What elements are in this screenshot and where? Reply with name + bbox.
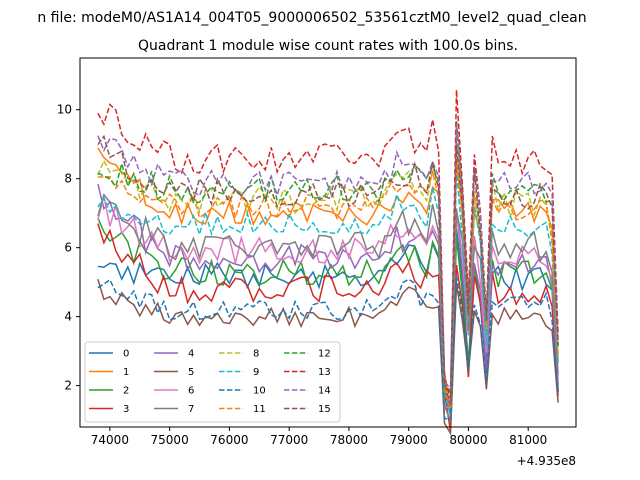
x-tick-label: 77000 xyxy=(270,433,308,447)
series-line-12 xyxy=(97,120,559,394)
x-tick-label: 76000 xyxy=(210,433,248,447)
series-line-10 xyxy=(97,276,559,421)
legend-label-8: 8 xyxy=(253,349,259,360)
x-tick-label: 75000 xyxy=(151,433,189,447)
legend-label-9: 9 xyxy=(253,367,259,378)
series-line-14 xyxy=(97,124,559,392)
axes-frame xyxy=(79,57,577,428)
legend-label-4: 4 xyxy=(188,349,194,360)
series-line-6 xyxy=(97,196,559,409)
legend-label-14: 14 xyxy=(318,386,331,397)
x-tick-label: 80000 xyxy=(449,433,487,447)
legend-label-2: 2 xyxy=(123,386,129,397)
y-axis: 2 4 6 8 10 xyxy=(57,103,80,393)
plot-area: 74000 75000 76000 77000 78000 79000 80000 81000… xyxy=(57,57,577,447)
legend-label-12: 12 xyxy=(318,349,331,360)
legend-label-7: 7 xyxy=(188,404,194,415)
x-axis-offset-label: +4.935e8 xyxy=(517,454,576,468)
chart-title: Quadrant 1 module wise count rates with … xyxy=(138,38,518,54)
x-tick-label: 79000 xyxy=(390,433,428,447)
legend-label-10: 10 xyxy=(253,386,266,397)
figure-suptitle: n file: modeM0/AS1A14_004T05_9000006502_… xyxy=(37,10,586,26)
x-tick-label: 81000 xyxy=(509,433,547,447)
legend-label-3: 3 xyxy=(123,404,129,415)
legend-label-11: 11 xyxy=(253,404,266,415)
series-line-15 xyxy=(97,134,559,406)
series-line-7 xyxy=(97,193,559,422)
series-line-4 xyxy=(97,183,559,411)
y-tick-label: 6 xyxy=(64,241,72,255)
legend-label-6: 6 xyxy=(188,386,194,397)
series-line-9 xyxy=(97,170,559,414)
y-tick-label: 8 xyxy=(64,172,72,186)
x-tick-label: 74000 xyxy=(91,433,129,447)
y-tick-label: 10 xyxy=(57,103,72,117)
legend-label-13: 13 xyxy=(318,367,331,378)
y-tick-label: 4 xyxy=(64,310,72,324)
y-tick-label: 2 xyxy=(64,379,72,393)
legend-label-5: 5 xyxy=(188,367,194,378)
legend-label-0: 0 xyxy=(123,349,129,360)
x-axis: 74000 75000 76000 77000 78000 79000 80000 81000 xyxy=(91,427,547,447)
x-tick-label: 78000 xyxy=(330,433,368,447)
legend-box xyxy=(84,341,341,423)
legend-label-15: 15 xyxy=(318,404,331,415)
series-layer xyxy=(97,89,559,436)
series-line-13 xyxy=(97,89,559,400)
legend-label-1: 1 xyxy=(123,367,129,378)
